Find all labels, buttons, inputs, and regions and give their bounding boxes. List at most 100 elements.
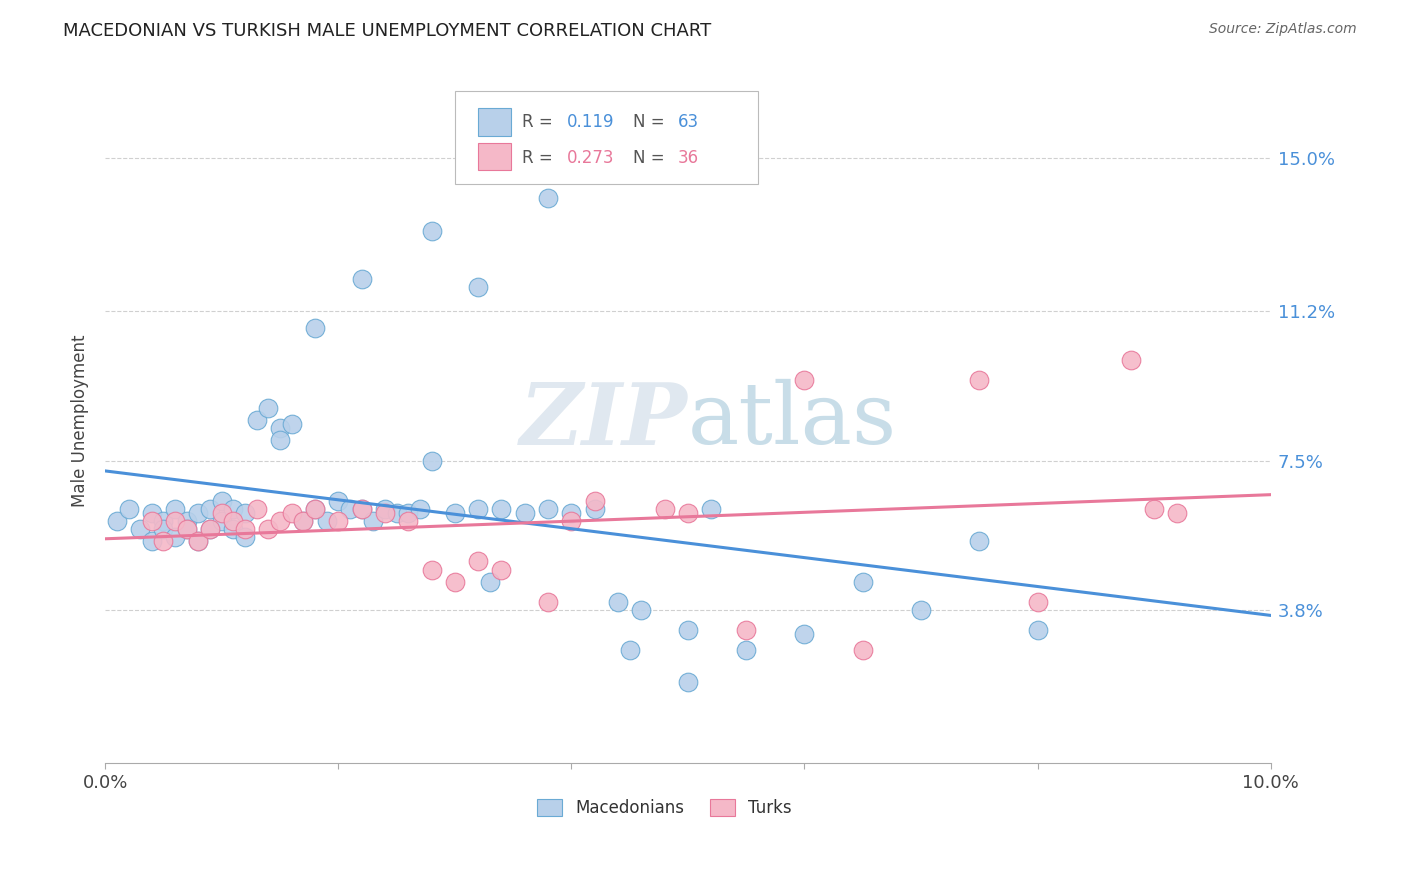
Point	[328, 494, 350, 508]
Point	[537, 595, 560, 609]
Text: 63: 63	[678, 113, 699, 131]
Point	[292, 514, 315, 528]
Point	[409, 502, 432, 516]
Point	[304, 320, 326, 334]
Text: 0.273: 0.273	[567, 149, 614, 167]
Point	[700, 502, 723, 516]
Point	[396, 514, 419, 528]
Point	[187, 534, 209, 549]
Text: 0.119: 0.119	[567, 113, 614, 131]
Point	[1119, 352, 1142, 367]
Point	[152, 522, 174, 536]
Point	[198, 502, 221, 516]
Point	[315, 514, 337, 528]
FancyBboxPatch shape	[478, 108, 510, 136]
Point	[491, 562, 513, 576]
Point	[198, 522, 221, 536]
Point	[165, 514, 187, 528]
Point	[374, 506, 396, 520]
Point	[141, 506, 163, 520]
Point	[141, 534, 163, 549]
Point	[339, 502, 361, 516]
Point	[1143, 502, 1166, 516]
Point	[793, 373, 815, 387]
Point	[583, 494, 606, 508]
Text: N =: N =	[633, 149, 671, 167]
Point	[467, 554, 489, 568]
Text: Source: ZipAtlas.com: Source: ZipAtlas.com	[1209, 22, 1357, 37]
Point	[396, 506, 419, 520]
Text: MACEDONIAN VS TURKISH MALE UNEMPLOYMENT CORRELATION CHART: MACEDONIAN VS TURKISH MALE UNEMPLOYMENT …	[63, 22, 711, 40]
Point	[910, 603, 932, 617]
Point	[176, 522, 198, 536]
Point	[129, 522, 152, 536]
Point	[141, 514, 163, 528]
Point	[187, 534, 209, 549]
Point	[350, 272, 373, 286]
Point	[257, 522, 280, 536]
Point	[269, 421, 291, 435]
Point	[198, 522, 221, 536]
Point	[735, 643, 758, 657]
Y-axis label: Male Unemployment: Male Unemployment	[72, 334, 89, 507]
Point	[246, 502, 269, 516]
Point	[246, 413, 269, 427]
Point	[560, 514, 582, 528]
Point	[619, 643, 641, 657]
Point	[222, 502, 245, 516]
Point	[654, 502, 676, 516]
Point	[350, 502, 373, 516]
Point	[187, 506, 209, 520]
Point	[852, 574, 875, 589]
Point	[676, 623, 699, 637]
Point	[361, 514, 384, 528]
Point	[735, 623, 758, 637]
Point	[152, 514, 174, 528]
Legend: Macedonians, Turks: Macedonians, Turks	[531, 792, 799, 823]
Point	[280, 506, 302, 520]
Point	[176, 522, 198, 536]
Point	[1026, 623, 1049, 637]
Point	[420, 562, 443, 576]
Point	[165, 502, 187, 516]
Point	[117, 502, 139, 516]
Point	[467, 502, 489, 516]
Point	[385, 506, 408, 520]
Text: ZIP: ZIP	[520, 378, 688, 462]
Point	[537, 502, 560, 516]
Point	[328, 514, 350, 528]
Point	[560, 506, 582, 520]
Point	[420, 453, 443, 467]
Point	[583, 502, 606, 516]
Point	[969, 373, 991, 387]
Point	[257, 401, 280, 416]
Point	[304, 502, 326, 516]
Point	[444, 506, 467, 520]
Text: 36: 36	[678, 149, 699, 167]
Point	[1026, 595, 1049, 609]
Point	[969, 534, 991, 549]
Point	[607, 595, 630, 609]
Point	[852, 643, 875, 657]
Point	[444, 574, 467, 589]
Point	[176, 514, 198, 528]
Point	[513, 506, 536, 520]
Text: N =: N =	[633, 113, 671, 131]
Text: R =: R =	[523, 113, 558, 131]
Point	[304, 502, 326, 516]
Point	[491, 502, 513, 516]
Point	[420, 224, 443, 238]
Point	[105, 514, 128, 528]
Point	[233, 522, 256, 536]
Point	[233, 530, 256, 544]
Point	[211, 506, 233, 520]
Point	[211, 494, 233, 508]
Point	[211, 514, 233, 528]
Point	[350, 502, 373, 516]
Point	[269, 514, 291, 528]
Point	[152, 534, 174, 549]
Point	[537, 191, 560, 205]
FancyBboxPatch shape	[478, 143, 510, 170]
Point	[292, 514, 315, 528]
Point	[233, 506, 256, 520]
